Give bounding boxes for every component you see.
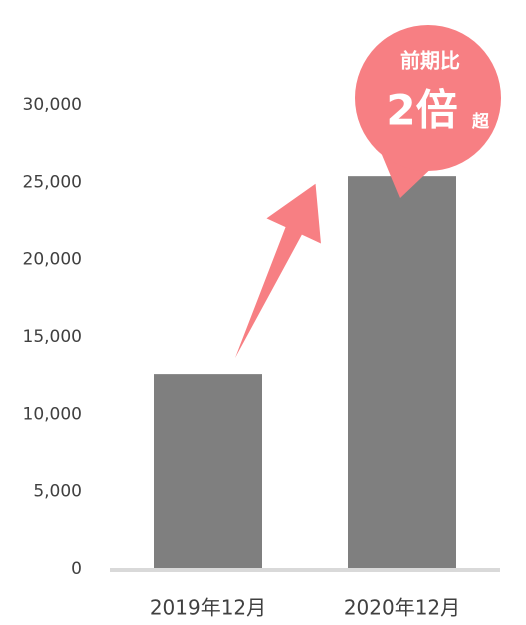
callout: 前期比 2倍 超 bbox=[355, 25, 501, 198]
x-tick-label: 2020年12月 bbox=[344, 596, 460, 620]
y-tick-label: 20,000 bbox=[23, 250, 82, 270]
y-tick-label: 30,000 bbox=[23, 95, 82, 115]
y-tick-label: 10,000 bbox=[23, 404, 82, 424]
y-tick-label: 15,000 bbox=[23, 327, 82, 347]
y-tick-label: 5,000 bbox=[33, 482, 82, 502]
bar bbox=[348, 176, 456, 569]
arrow-shape bbox=[235, 183, 321, 358]
y-tick-label: 25,000 bbox=[23, 172, 82, 192]
callout-bubble bbox=[355, 25, 501, 171]
callout-big: 2倍 bbox=[386, 86, 457, 135]
callout-line1: 前期比 bbox=[400, 49, 460, 73]
callout-small: 超 bbox=[472, 111, 490, 132]
arrow bbox=[235, 183, 321, 358]
x-tick-label: 2019年12月 bbox=[150, 596, 266, 620]
plot-area: 0 5,000 10,000 15,000 20,000 25,000 30,000 2019… bbox=[23, 95, 500, 620]
y-tick-label: 0 bbox=[71, 559, 82, 579]
bar bbox=[154, 374, 262, 569]
